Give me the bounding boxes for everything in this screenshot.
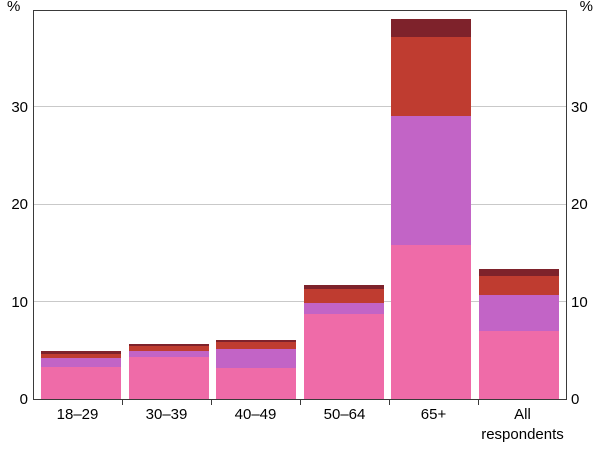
bar-segment-dark-red — [41, 351, 122, 355]
bar-segment-red — [303, 288, 384, 304]
bar-segment-dark-red — [303, 284, 384, 289]
bar-segment-dark-red — [216, 339, 297, 342]
bar-segment-red — [128, 346, 209, 352]
bar-segment-purple — [478, 294, 559, 331]
x-axis-tick-4 — [389, 400, 390, 405]
bar-18–29 — [41, 351, 122, 399]
bar-segment-pink — [128, 357, 209, 399]
bar-segment-purple — [128, 351, 209, 358]
bar-segment-purple — [303, 303, 384, 315]
bar-segment-dark-red — [478, 269, 559, 277]
bar-50–64 — [303, 284, 384, 399]
y-axis-unit-right: % — [579, 0, 593, 15]
bar-40–49 — [216, 339, 297, 399]
x-axis-tick-3 — [300, 400, 301, 405]
x-tick-label-50–64: 50–64 — [323, 406, 366, 423]
bar-segment-red — [216, 341, 297, 350]
x-tick-label-All-respondents: All respondents — [481, 406, 564, 443]
y-axis-unit-left: % — [7, 0, 21, 15]
y-tick-label-left-0: 0 — [19, 391, 28, 408]
y-tick-label-right-0: 0 — [571, 391, 580, 408]
bar-segment-dark-red — [128, 344, 209, 347]
y-tick-label-right-10: 10 — [571, 293, 588, 311]
bar-segment-pink — [303, 314, 384, 399]
y-tick-label-right-30: 30 — [571, 98, 588, 116]
bar-segment-purple — [216, 349, 297, 368]
x-axis-tick-2 — [211, 400, 212, 405]
y-tick-label-left-10: 10 — [11, 293, 28, 311]
x-tick-label-30–39: 30–39 — [145, 406, 188, 423]
gridline-30 — [34, 106, 566, 107]
gridlines — [34, 11, 566, 399]
x-tick-label-40–49: 40–49 — [234, 406, 277, 423]
bar-segment-purple — [41, 358, 122, 367]
bar-segment-pink — [216, 367, 297, 399]
gridline-10 — [34, 301, 566, 302]
x-axis-tick-5 — [478, 400, 479, 405]
bar-segment-red — [391, 37, 472, 117]
bar-segment-dark-red — [391, 18, 472, 38]
gridline-20 — [34, 203, 566, 205]
x-tick-label-18–29: 18–29 — [56, 406, 99, 423]
bar-segment-red — [478, 276, 559, 295]
y-tick-label-left-20: 20 — [11, 196, 28, 213]
y-tick-label-right-20: 20 — [571, 196, 588, 213]
bar-All-respondents — [478, 269, 559, 399]
x-tick-label-65+: 65+ — [420, 406, 447, 423]
bar-segment-pink — [391, 244, 472, 399]
y-tick-label-left-30: 30 — [11, 98, 28, 116]
bar-30–39 — [128, 344, 209, 399]
bar-65+ — [391, 18, 472, 399]
bar-segment-red — [41, 354, 122, 359]
plot-area — [33, 10, 567, 400]
bar-segment-pink — [478, 330, 559, 399]
bars-container — [34, 11, 566, 399]
x-axis-tick-1 — [122, 400, 123, 405]
bar-segment-pink — [41, 366, 122, 399]
bar-segment-purple — [391, 116, 472, 245]
